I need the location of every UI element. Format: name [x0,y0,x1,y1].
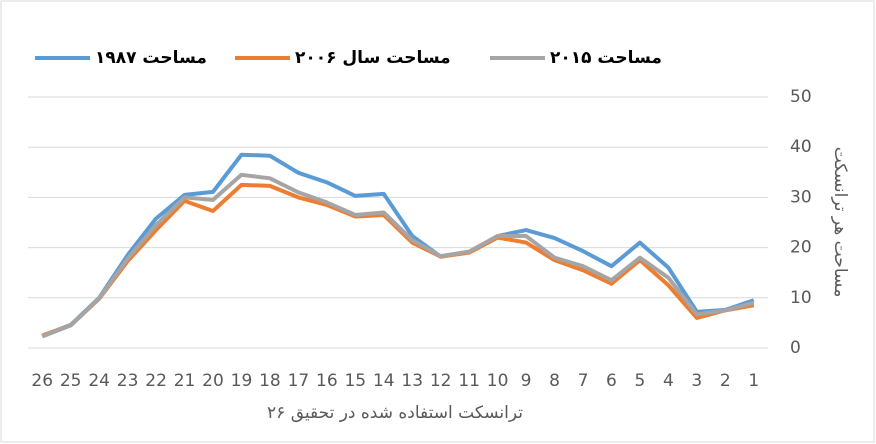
x-tick-label: 9 [521,371,532,391]
x-tick-label: 7 [578,371,589,391]
y-tick-label: 0 [790,338,801,358]
y-tick-label: 30 [790,187,812,207]
line-series [41,152,755,338]
x-tick-label: 22 [145,371,167,391]
y-axis-title: مساحت هر ترانسکت [830,147,850,298]
x-tick-label: 21 [174,371,196,391]
x-axis-title: ۲۶ ترانسکت استفاده شده در تحقیق [267,403,523,423]
x-tick-label: 3 [691,371,702,391]
x-tick-label: 19 [231,371,253,391]
x-tick-label: 14 [373,371,395,391]
legend-label: مساحت ۲۰۱۵ [550,48,662,68]
x-tick-label: 2 [720,371,731,391]
x-tick-label: 16 [316,371,338,391]
x-tick-label: 12 [430,371,452,391]
y-tick-label: 20 [790,238,812,258]
x-tick-label: 1 [748,371,759,391]
x-tick-label: 4 [663,371,674,391]
line-series [41,172,755,339]
x-tick-label: 5 [635,371,646,391]
x-tick-label: 10 [487,371,509,391]
y-tick-label: 40 [790,137,812,157]
x-tick-label: 8 [549,371,560,391]
x-tick-label: 18 [259,371,281,391]
legend-label: مساحت ۱۹۸۷ [95,48,207,68]
x-tick-label: 24 [88,371,110,391]
x-tick-label: 23 [117,371,139,391]
x-tick-label: 13 [401,371,423,391]
x-tick-label: 20 [202,371,224,391]
x-tick-label: 17 [288,371,310,391]
x-tick-label: 15 [344,371,366,391]
x-tick-label: 11 [458,371,480,391]
x-tick-label: 26 [31,371,53,391]
x-tick-label: 25 [60,371,82,391]
legend-label: مساحت سال ۲۰۰۶ [295,48,451,68]
x-tick-label: 6 [606,371,617,391]
y-tick-label: 50 [790,87,812,107]
y-tick-label: 10 [790,288,812,308]
